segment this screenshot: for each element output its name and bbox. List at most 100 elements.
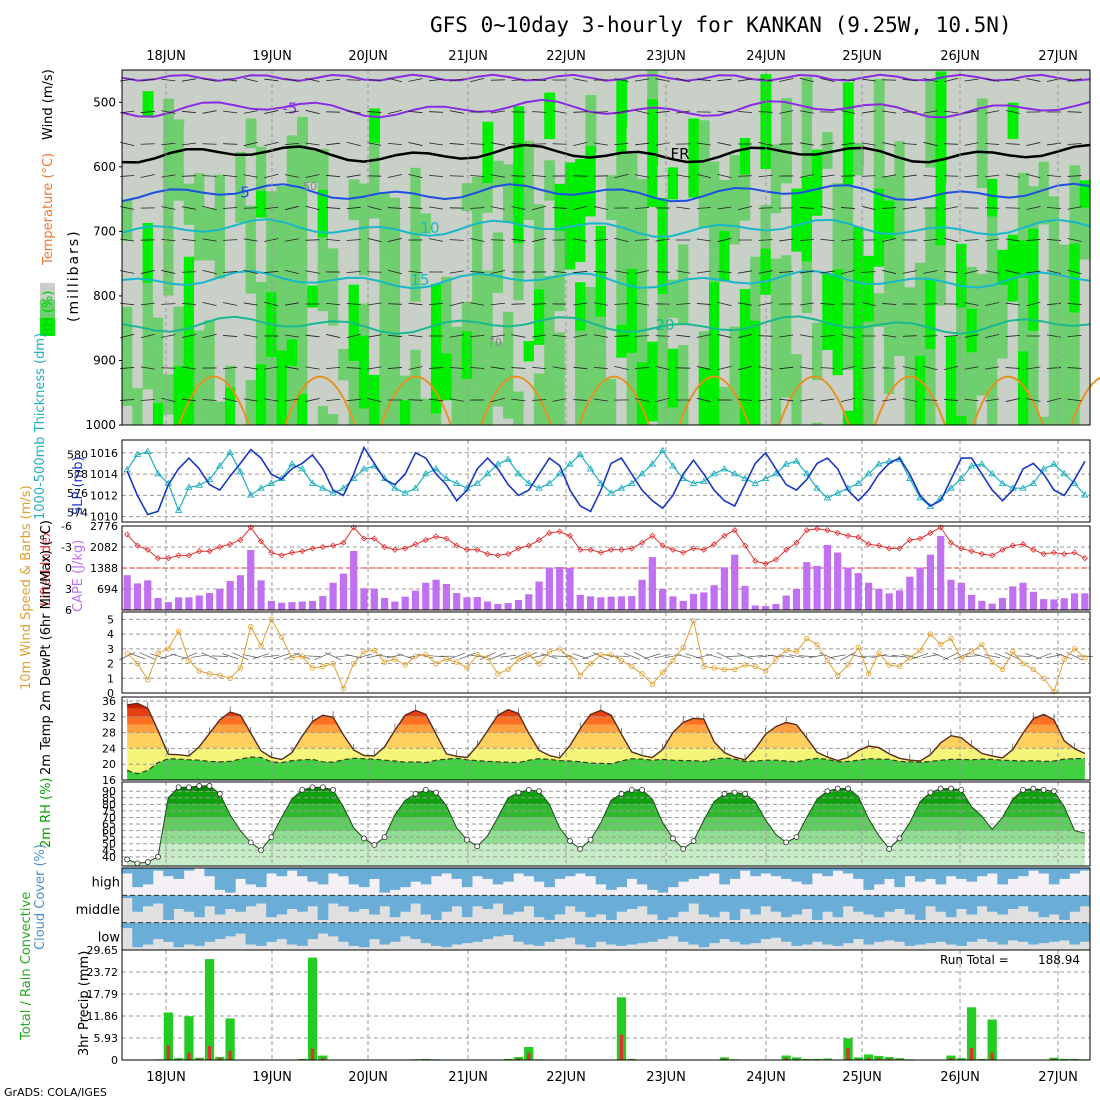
lifted-marker-77: [917, 535, 924, 542]
thickness-marker-31: [442, 474, 451, 482]
surface-isotherm-4: [578, 375, 650, 426]
lifted-marker-6: [185, 552, 193, 559]
rh-cell: [461, 379, 473, 425]
isotherm-label-2: 5: [240, 184, 250, 202]
cape-bar-79: [937, 535, 945, 610]
wind10m-barb-12: [242, 654, 259, 659]
wind-barb: [1067, 143, 1082, 145]
cloud-middle-20: [327, 895, 339, 904]
cloud-high-93: [1079, 868, 1091, 871]
wind-barb: [717, 142, 732, 146]
thickness-marker-68: [823, 494, 832, 501]
wind-barb: [964, 334, 979, 338]
wind-barb: [243, 270, 258, 274]
rh-cell: [564, 269, 576, 311]
rh-cell: [647, 70, 659, 100]
cloud-middle-51: [647, 895, 658, 915]
wind-barb: [882, 174, 897, 178]
wind-barb: [964, 270, 979, 274]
thickness-marker-18: [308, 479, 317, 486]
wind10m-marker-74: [886, 662, 892, 668]
cape-bar-69: [834, 552, 842, 610]
cloud-middle-6: [183, 895, 195, 912]
rh-cell: [678, 324, 689, 346]
thickness-marker-23: [360, 465, 368, 472]
wind10m-marker-1: [134, 660, 141, 667]
wind-barb: [490, 270, 505, 274]
precip-axis-label: 3hr Precip (mm): [77, 951, 92, 1056]
lifted-marker-60: [741, 542, 749, 549]
wind10m-barb-16: [283, 652, 301, 660]
rh-cell: [317, 237, 329, 312]
rh-cell: [606, 352, 617, 379]
rh2m-tick-1: 45: [102, 844, 116, 857]
thickness-marker-91: [1060, 469, 1069, 477]
thickness-marker-83: [978, 460, 986, 467]
rh-cell: [1038, 287, 1050, 388]
wind10m-marker-59: [732, 666, 738, 673]
thickness-line: [126, 449, 1086, 512]
wind-barb: [161, 206, 176, 210]
rh-cell: [307, 218, 319, 286]
wind-barb: [573, 334, 588, 338]
wind10m-axis-label: 10m Wind Speed & Barbs (m/s): [19, 485, 34, 690]
wind-barb: [943, 237, 959, 243]
top-day-label-1: 19JUN: [252, 49, 292, 64]
rh2m-marker-29: [422, 786, 429, 793]
rh-cell: [194, 379, 205, 419]
rh-cell: [307, 182, 319, 219]
lifted-marker-42: [556, 528, 563, 535]
rh-cell: [369, 218, 381, 303]
wind-barb: [552, 398, 567, 402]
wind-barb: [408, 270, 423, 274]
wind10m-barb-70: [839, 651, 857, 661]
thickness-marker-28: [411, 484, 420, 491]
wind-barb: [284, 143, 299, 145]
wind10m-marker-50: [639, 671, 645, 677]
cloud-low-74: [884, 922, 895, 941]
rh2m-marker-3: [155, 853, 161, 860]
precip-conv-bar-4: [166, 1045, 171, 1060]
wind-barb: [861, 142, 876, 146]
wind10m-marker-83: [979, 641, 985, 648]
rh-cell: [523, 361, 535, 425]
rh-cell: [853, 175, 865, 227]
rh-cell: [873, 293, 885, 327]
rh-cell: [667, 407, 679, 425]
cloud-low-72: [863, 922, 875, 945]
wind-barb: [140, 111, 155, 113]
precip-conv-bar-71: [856, 1058, 860, 1060]
rh-cell: [400, 375, 411, 401]
rh-cell: [626, 352, 638, 405]
wind-barb: [696, 397, 711, 403]
rh-cell: [492, 406, 504, 425]
rh-cell: [873, 188, 885, 226]
lifted-marker-34: [474, 546, 481, 553]
rh-cell: [945, 182, 957, 217]
rh-cell: [1007, 184, 1019, 235]
precip-conv-bar-72: [866, 1057, 871, 1060]
wind-barb: [346, 174, 361, 178]
wind-barb: [1046, 174, 1061, 178]
rh-cell: [513, 106, 525, 161]
lifted-marker-44: [577, 546, 584, 553]
rh-cell: [1007, 418, 1019, 425]
cloud-middle-54: [678, 895, 689, 912]
rh-cell: [739, 289, 751, 380]
cloud-high-52: [657, 868, 669, 893]
cloud-middle-55: [688, 895, 700, 904]
rh2m-marker-68: [824, 788, 831, 795]
thickness-marker-67: [813, 484, 821, 491]
cloud-middle-19: [317, 895, 329, 920]
wind-barb: [696, 142, 711, 146]
rh-cell: [616, 324, 628, 358]
cape-bar-9: [216, 588, 224, 610]
wind-barb: [696, 270, 711, 274]
surface-isotherm-1: [284, 375, 356, 426]
precip-tick-4: 23.72: [87, 966, 119, 979]
rh-cell: [224, 247, 236, 343]
wind-barb: [923, 399, 938, 401]
wind-barb: [634, 174, 650, 178]
cloud-high-34: [472, 868, 483, 877]
rh2m-marker-8: [206, 783, 213, 789]
